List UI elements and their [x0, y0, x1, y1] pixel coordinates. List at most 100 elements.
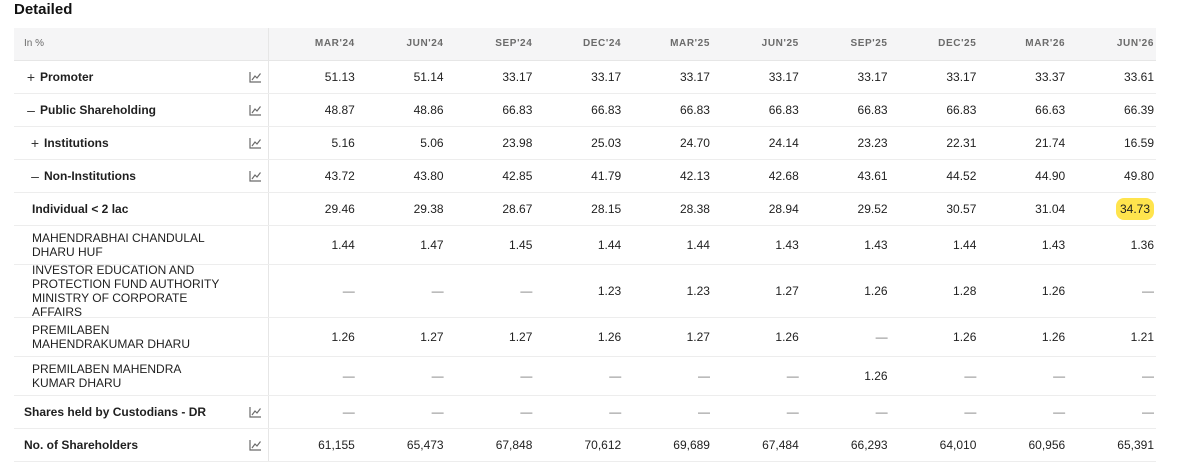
value: 1.27 — [509, 329, 533, 344]
table-row[interactable]: – Non-Institutions 43.72 43.80 42.85 41.79 42.… — [14, 159, 1156, 193]
line-chart-icon[interactable] — [248, 439, 262, 451]
line-chart-icon[interactable] — [248, 170, 262, 182]
line-chart-icon[interactable] — [248, 104, 262, 116]
period-header: DEC'25 — [889, 28, 979, 61]
value: 29.46 — [324, 201, 355, 216]
value: — — [520, 404, 533, 419]
value-cell: 24.14 — [711, 126, 801, 160]
value-cell: 44.52 — [889, 159, 979, 193]
value: 66.83 — [502, 102, 533, 117]
row-label: Institutions — [44, 135, 109, 150]
value: 51.14 — [413, 69, 444, 84]
value-cell: 42.13 — [623, 159, 712, 193]
period-header: SEP'24 — [445, 28, 535, 61]
row-label: Non-Institutions — [44, 168, 136, 183]
value: 1.26 — [953, 329, 977, 344]
value-cell: 1.26 — [268, 317, 357, 357]
period-header: SEP'25 — [800, 28, 890, 61]
value-cell: 33.61 — [1067, 60, 1156, 94]
value: — — [964, 404, 977, 419]
value: 30.57 — [946, 201, 977, 216]
table-row[interactable]: + Institutions 5.16 5.06 23.98 25.03 24.70 24.1… — [14, 126, 1156, 160]
value: 24.14 — [768, 135, 799, 150]
value-cell: — — [711, 356, 801, 396]
value: — — [1142, 404, 1154, 419]
table-row: Individual < 2 lac 29.46 29.38 28.67 28.15 28… — [14, 192, 1156, 226]
table-row: PREMILABEN MAHENDRAKUMAR DHARU 1.26 1.27 1.… — [14, 317, 1156, 357]
value: 5.06 — [420, 135, 444, 150]
value-cell: — — [268, 264, 357, 318]
row-label-cell: + Promoter — [14, 60, 269, 94]
value: — — [342, 283, 355, 298]
value-cell: 51.13 — [268, 60, 357, 94]
value-cell: — — [356, 395, 446, 429]
value-cell: 1.43 — [711, 225, 801, 265]
value: 1.27 — [775, 283, 799, 298]
value-cell: 28.15 — [534, 192, 624, 226]
line-chart-icon[interactable] — [248, 406, 262, 418]
value: — — [431, 404, 444, 419]
value-cell: 66.83 — [623, 93, 712, 127]
value: 5.16 — [331, 135, 355, 150]
period-header: MAR'26 — [978, 28, 1068, 61]
value: 1.44 — [686, 237, 710, 252]
value: — — [520, 283, 533, 298]
table-row[interactable]: – Public Shareholding 48.87 48.86 66.83 66.83… — [14, 93, 1156, 127]
value: 25.03 — [591, 135, 622, 150]
row-label: Individual < 2 lac — [32, 201, 129, 216]
collapse-minus-icon[interactable]: – — [27, 101, 35, 118]
value: 42.13 — [679, 168, 710, 183]
value-cell: 66.39 — [1067, 93, 1156, 127]
value-cell: — — [889, 395, 979, 429]
value-cell: 66.83 — [445, 93, 535, 127]
value-cell: 1.21 — [1067, 317, 1156, 357]
value-cell: 1.27 — [623, 317, 712, 357]
value-cell: 33.17 — [623, 60, 712, 94]
value-cell: 1.44 — [268, 225, 357, 265]
value: 33.17 — [502, 69, 533, 84]
value: — — [697, 368, 710, 383]
value: 33.17 — [679, 69, 710, 84]
line-chart-icon[interactable] — [248, 137, 262, 149]
value-cell: 69,689 — [623, 428, 712, 462]
value-cell: 1.23 — [623, 264, 712, 318]
value-cell: 25.03 — [534, 126, 624, 160]
row-label: Public Shareholding — [40, 102, 157, 117]
row-label-cell: Individual < 2 lac — [14, 192, 269, 226]
line-chart-icon[interactable] — [248, 71, 262, 83]
value-cell: — — [268, 395, 357, 429]
value: 16.59 — [1123, 135, 1154, 150]
value-cell: 1.26 — [800, 264, 890, 318]
value: 1.26 — [775, 329, 799, 344]
value: 33.61 — [1123, 69, 1154, 84]
value-cell: 33.17 — [800, 60, 890, 94]
value: 21.74 — [1035, 135, 1066, 150]
value-cell: 1.44 — [889, 225, 979, 265]
value: 1.43 — [1041, 237, 1066, 252]
value-cell: — — [534, 395, 624, 429]
table-row: MAHENDRABHAI CHANDULAL DHARU HUF 1.44 1.47… — [14, 225, 1156, 265]
value-cell: 23.23 — [800, 126, 890, 160]
value: 33.37 — [1035, 69, 1066, 84]
expand-plus-icon[interactable]: + — [30, 134, 40, 151]
value: 69,689 — [673, 437, 710, 452]
value-cell: 48.86 — [356, 93, 446, 127]
value-cell: 43.72 — [268, 159, 357, 193]
value-cell: 28.67 — [445, 192, 535, 226]
row-label: Promoter — [40, 69, 94, 84]
expand-plus-icon[interactable]: + — [26, 68, 36, 85]
row-label-cell: PREMILABEN MAHENDRA KUMAR DHARU — [14, 356, 269, 396]
value-cell: 1.26 — [889, 317, 979, 357]
value: 65,473 — [406, 437, 444, 452]
value: 67,848 — [495, 437, 533, 452]
value: 33.17 — [591, 69, 622, 84]
collapse-minus-icon[interactable]: – — [31, 167, 39, 184]
value: 70,612 — [584, 437, 622, 452]
value: — — [520, 368, 533, 383]
table-row[interactable]: + Promoter 51.13 51.14 33.17 33.17 33.17 33.17 3… — [14, 60, 1156, 94]
value-cell: 65,473 — [356, 428, 446, 462]
value-cell: — — [889, 356, 979, 396]
value: 44.52 — [946, 168, 977, 183]
value-cell: 1.27 — [711, 264, 801, 318]
value-cell: 33.17 — [711, 60, 801, 94]
